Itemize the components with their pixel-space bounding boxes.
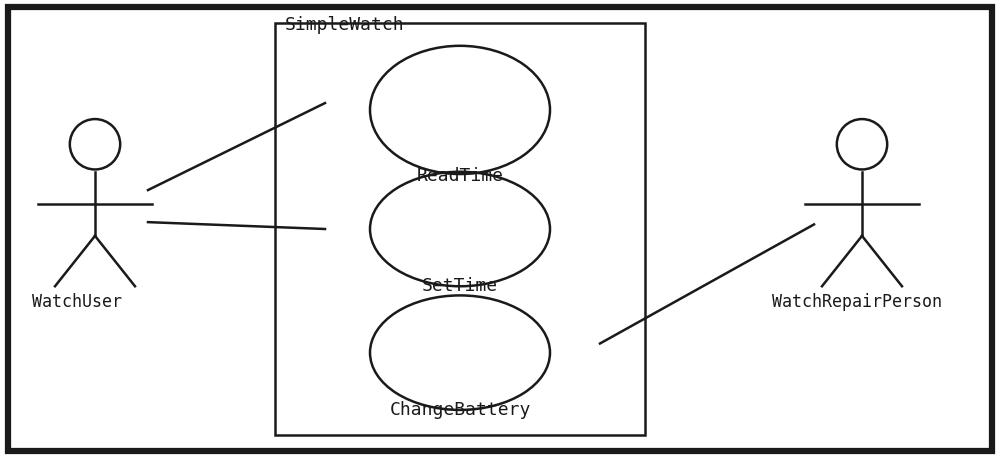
Text: WatchRepairPerson: WatchRepairPerson bbox=[772, 294, 942, 311]
Bar bbox=[275, 23, 645, 435]
Text: WatchUser: WatchUser bbox=[32, 294, 122, 311]
Text: SimpleWatch: SimpleWatch bbox=[285, 16, 405, 34]
Text: ReadTime: ReadTime bbox=[416, 168, 504, 185]
Text: ChangeBattery: ChangeBattery bbox=[389, 401, 531, 419]
Text: SetTime: SetTime bbox=[422, 278, 498, 295]
